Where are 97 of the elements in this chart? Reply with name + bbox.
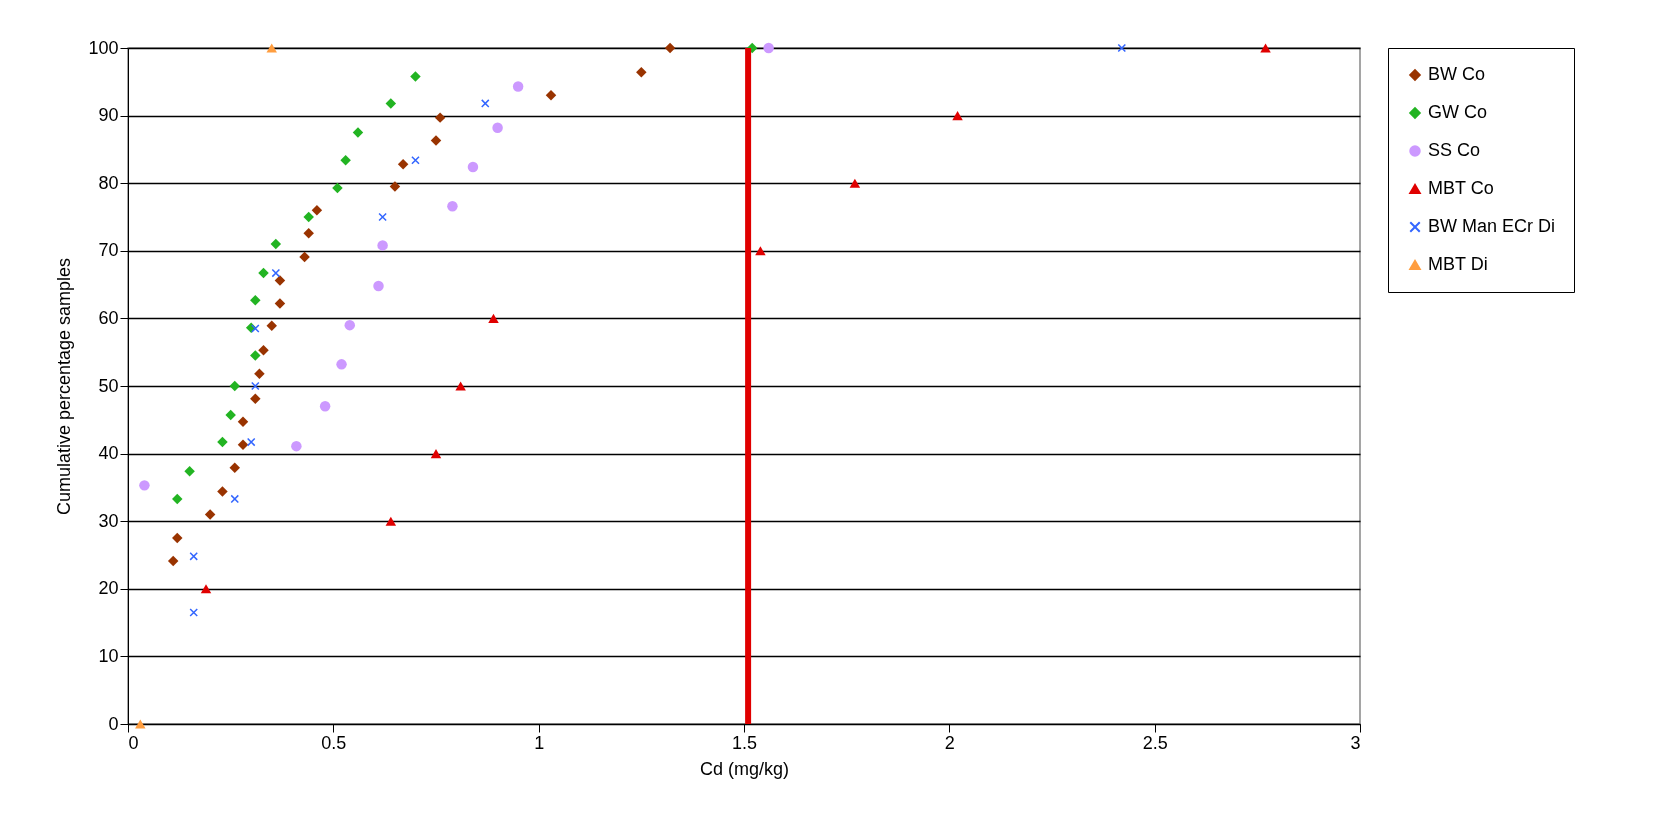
x-tick-label: 1 — [534, 732, 545, 753]
point — [266, 320, 277, 332]
point — [480, 99, 490, 108]
point — [755, 246, 766, 256]
point — [385, 516, 397, 526]
point — [217, 436, 228, 448]
point — [237, 416, 249, 428]
point — [430, 449, 442, 459]
point — [230, 494, 240, 504]
point — [1260, 43, 1271, 53]
point — [172, 532, 183, 544]
legend-label: BW Man ECr Di — [1428, 216, 1556, 236]
point — [254, 368, 265, 380]
point — [258, 344, 269, 356]
x-tick-label: 1.5 — [731, 732, 758, 753]
point — [430, 135, 442, 146]
y-tick-label: 60 — [98, 307, 119, 328]
point — [377, 240, 388, 251]
point — [1117, 43, 1127, 53]
point — [299, 251, 310, 263]
point — [336, 359, 347, 370]
point — [204, 509, 216, 520]
point — [237, 439, 249, 451]
point — [258, 267, 269, 279]
point — [389, 181, 401, 192]
point — [447, 200, 458, 212]
point — [291, 440, 302, 452]
point — [545, 90, 557, 101]
point — [251, 324, 260, 333]
legend-label: BW Co — [1428, 64, 1486, 84]
point — [311, 205, 323, 216]
y-tick-label: 50 — [98, 375, 119, 396]
y-tick-label: 30 — [98, 510, 119, 531]
y-tick-label: 40 — [98, 443, 119, 464]
y-tick-label: 70 — [98, 240, 119, 261]
y-axis-title: Cumulative percentage samples — [54, 257, 75, 516]
point — [373, 280, 384, 292]
point — [274, 298, 286, 309]
point — [200, 584, 212, 594]
point — [270, 238, 282, 250]
point — [397, 159, 409, 170]
x-tick-label: 0.5 — [321, 732, 347, 753]
point — [385, 98, 397, 109]
x-tick-label: 2.5 — [1142, 732, 1168, 753]
point — [229, 462, 241, 474]
point — [410, 71, 421, 82]
point — [488, 313, 499, 323]
legend-label: GW Co — [1428, 102, 1488, 122]
point — [636, 67, 647, 78]
point — [952, 111, 963, 121]
point — [229, 380, 241, 392]
point — [225, 409, 236, 421]
point — [250, 393, 261, 405]
point — [135, 719, 146, 729]
y-tick-label: 20 — [98, 578, 119, 599]
y-tick-label: 90 — [98, 105, 119, 126]
point — [332, 182, 343, 194]
point — [340, 154, 351, 166]
point — [352, 127, 364, 138]
legend-label: MBT Co — [1428, 178, 1494, 198]
point — [189, 552, 198, 561]
point — [167, 555, 179, 567]
point — [467, 161, 479, 173]
x-tick-label: 3 — [1350, 732, 1361, 753]
point — [189, 608, 198, 617]
point — [266, 43, 277, 53]
point — [411, 155, 420, 165]
point — [303, 211, 314, 223]
point — [303, 227, 314, 239]
point — [664, 42, 676, 54]
point — [251, 381, 260, 391]
point — [139, 480, 150, 491]
y-tick-label: 10 — [98, 645, 119, 666]
x-axis-title: Cd (mg/kg) — [699, 758, 790, 779]
point — [344, 319, 355, 331]
point — [763, 42, 774, 54]
point — [246, 437, 256, 447]
y-tick-label: 100 — [88, 37, 119, 58]
point — [271, 268, 281, 278]
point — [492, 122, 503, 133]
point — [319, 401, 331, 412]
legend-label: MBT Di — [1428, 254, 1488, 274]
x-tick-label: 2 — [944, 732, 955, 753]
x-tick-label: 0 — [128, 732, 139, 753]
point — [849, 178, 861, 188]
point — [217, 486, 228, 497]
point — [512, 81, 524, 92]
point — [250, 350, 261, 361]
legend-label: SS Co — [1428, 140, 1481, 160]
y-tick-label: 0 — [108, 713, 119, 734]
point — [378, 212, 387, 222]
point — [455, 381, 466, 391]
point — [172, 493, 183, 505]
point — [434, 112, 446, 123]
point — [184, 465, 195, 477]
point — [250, 294, 261, 306]
y-tick-label: 80 — [98, 172, 119, 193]
